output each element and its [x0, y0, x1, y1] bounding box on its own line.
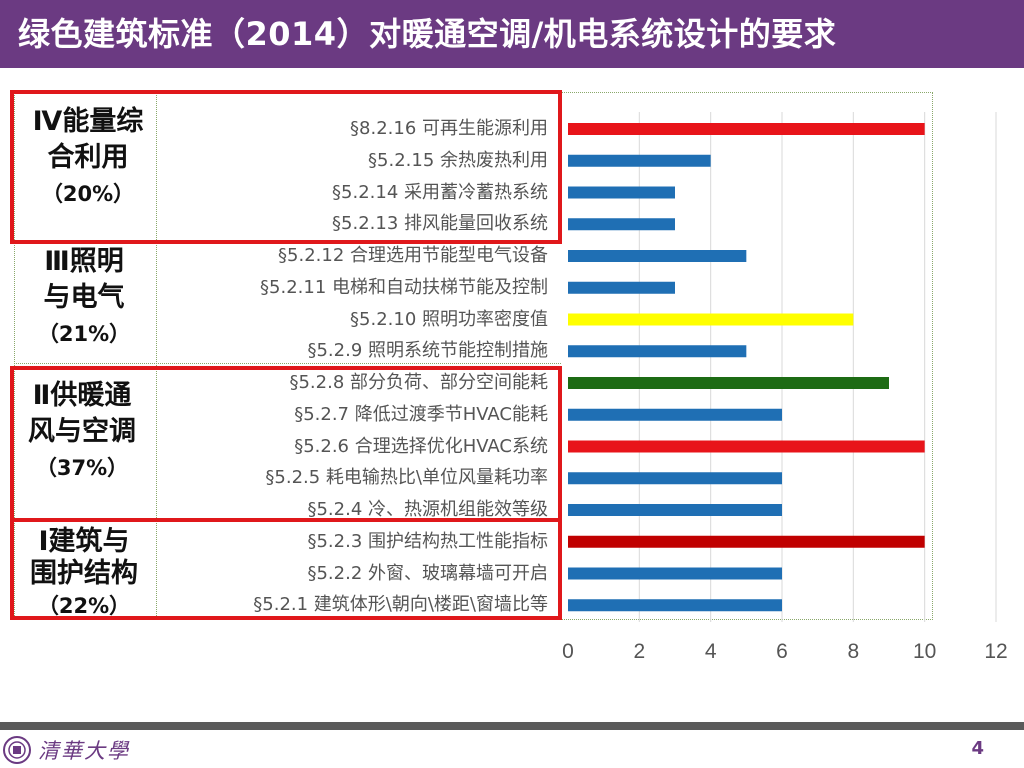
category-label: §5.2.12 合理选用节能型电气设备	[278, 245, 548, 266]
bar	[568, 218, 675, 231]
bar	[568, 186, 675, 199]
highlight-box-envelope	[10, 518, 562, 620]
seal-icon	[3, 736, 31, 764]
bar-chart: 0 2 4 6 8 10 12	[562, 112, 1008, 663]
category-label: §5.2.5 耗电输热比\单位风量耗功率	[265, 467, 548, 489]
page-number: 4	[971, 738, 984, 759]
footer-bar	[0, 722, 1024, 730]
group-label-line: 合利用	[47, 142, 129, 173]
bar	[568, 567, 782, 580]
x-tick-label: 6	[776, 640, 788, 663]
x-tick-label: 2	[633, 640, 645, 663]
title-bar: 绿色建筑标准（2014）对暖通空调/机电系统设计的要求	[0, 0, 1024, 68]
group-label-line: Ⅲ照明	[44, 246, 124, 277]
bar	[568, 504, 782, 516]
table-divider	[156, 92, 157, 618]
group-label-line: 围护结构	[30, 558, 138, 589]
slide-title: 绿色建筑标准（2014）对暖通空调/机电系统设计的要求	[18, 15, 837, 53]
bar	[568, 345, 747, 358]
x-tick-label: 4	[705, 640, 717, 663]
category-label: §5.2.6 合理选择优化HVAC系统	[294, 435, 548, 457]
bar	[568, 377, 889, 389]
table-row-divider	[14, 363, 561, 364]
category-label: §5.2.11 电梯和自动扶梯节能及控制	[260, 276, 548, 298]
highlight-box-energy	[10, 90, 562, 244]
group-label-percent: （21%）	[37, 322, 131, 346]
group-label-percent: （20%）	[41, 182, 135, 206]
bar	[568, 250, 747, 262]
group-label-line: Ⅳ能量综	[32, 106, 144, 137]
bar	[568, 281, 675, 294]
bar	[568, 472, 782, 485]
category-label: §5.2.9 照明系统节能控制措施	[307, 340, 548, 362]
category-label: §5.2.2 外窗、玻璃幕墙可开启	[307, 562, 548, 584]
chart-x-ticks: 0 2 4 6 8 10 12	[562, 640, 1008, 663]
group-label-envelope: Ⅰ建筑与 围护结构 （22%）	[14, 526, 154, 622]
category-label: §8.2.16 可再生能源利用	[350, 118, 548, 139]
category-label: §5.2.7 降低过渡季节HVAC能耗	[294, 403, 548, 425]
x-tick-label: 8	[847, 640, 859, 663]
group-label-line: 风与空调	[28, 416, 136, 447]
bar	[568, 440, 925, 453]
group-label-percent: （22%）	[37, 594, 131, 618]
group-label-energy: Ⅳ能量综 合利用 （20%）	[18, 104, 158, 212]
x-tick-label: 10	[913, 640, 936, 663]
bar	[568, 154, 711, 167]
category-label: §5.2.8 部分负荷、部分空间能耗	[289, 372, 548, 393]
x-tick-label: 12	[984, 640, 1007, 663]
category-label: §5.2.3 围护结构热工性能指标	[307, 530, 548, 552]
category-label: §5.2.15 余热废热利用	[368, 149, 548, 171]
bar	[568, 123, 925, 135]
bar	[568, 599, 782, 612]
chart-bars	[568, 123, 925, 612]
group-label-lighting: Ⅲ照明 与电气 （21%）	[14, 244, 154, 352]
group-label-percent: （37%）	[35, 456, 129, 480]
university-logo: 清華大學	[2, 734, 130, 766]
logo-text: 清華大學	[38, 739, 130, 763]
category-label: §5.2.4 冷、热源机组能效等级	[307, 499, 548, 520]
group-label-hvac: Ⅱ供暖通 风与空调 （37%）	[12, 378, 152, 486]
highlight-box-hvac	[10, 366, 562, 522]
bar	[568, 535, 925, 548]
x-tick-label: 0	[562, 640, 574, 663]
category-label: §5.2.1 建筑体形\朝向\楼距\窗墙比等	[253, 594, 548, 616]
category-label: §5.2.13 排风能量回收系统	[332, 213, 548, 235]
group-label-line: 与电气	[43, 282, 125, 313]
group-label-line: Ⅱ供暖通	[32, 380, 132, 411]
bar	[568, 313, 854, 326]
category-label: §5.2.14 采用蓄冷蓄热系统	[332, 181, 548, 203]
group-label-line: Ⅰ建筑与	[38, 526, 130, 557]
bar	[568, 408, 782, 421]
category-label: §5.2.10 照明功率密度值	[350, 308, 548, 330]
